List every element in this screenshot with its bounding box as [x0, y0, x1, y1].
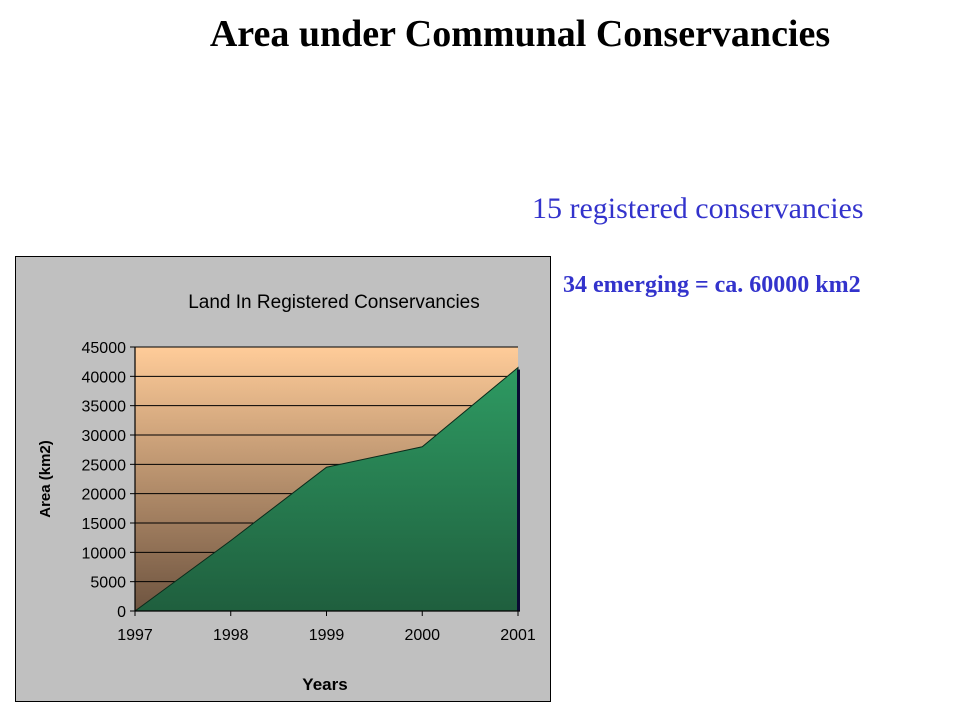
x-tick-label: 2000: [404, 627, 440, 644]
x-tick-label: 1998: [213, 627, 249, 644]
area-chart: Land In Registered Conservancies 0 5000 10…: [37, 292, 536, 694]
x-axis-label: Years: [302, 675, 347, 694]
y-tick-label: 5000: [90, 575, 126, 592]
y-tick-label: 0: [117, 604, 126, 621]
series-area-edge: [517, 369, 520, 611]
y-axis-label: Area (km2): [37, 440, 54, 518]
slide-title: Area under Communal Conservancies: [209, 13, 831, 55]
y-tick-label: 15000: [82, 516, 127, 533]
chart-title: Land In Registered Conservancies: [188, 292, 480, 313]
y-tick-label: 25000: [82, 457, 127, 474]
y-tick-label: 40000: [82, 369, 127, 386]
y-tick-label: 10000: [82, 545, 127, 562]
emerging-conservancies-note: 34 emerging = ca. 60000 km2: [563, 272, 861, 298]
x-tick-label: 1999: [309, 627, 345, 644]
chart-frame: Land In Registered Conservancies 0 5000 10…: [15, 256, 551, 702]
y-tick-label: 30000: [82, 428, 127, 445]
axes: [134, 347, 520, 612]
y-tick-label: 20000: [82, 487, 127, 504]
y-tick-labels: 0 5000 10000 15000 20000 25000 30000 35000 40000…: [82, 340, 135, 621]
y-tick-label: 35000: [82, 399, 127, 416]
x-tick-label: 2001: [500, 627, 536, 644]
x-tick-label: 1997: [117, 627, 153, 644]
y-tick-label: 45000: [82, 340, 127, 357]
registered-conservancies-note: 15 registered conservancies: [532, 192, 864, 225]
x-tick-labels: 1997 1998 1999 2000 2001: [117, 611, 536, 644]
